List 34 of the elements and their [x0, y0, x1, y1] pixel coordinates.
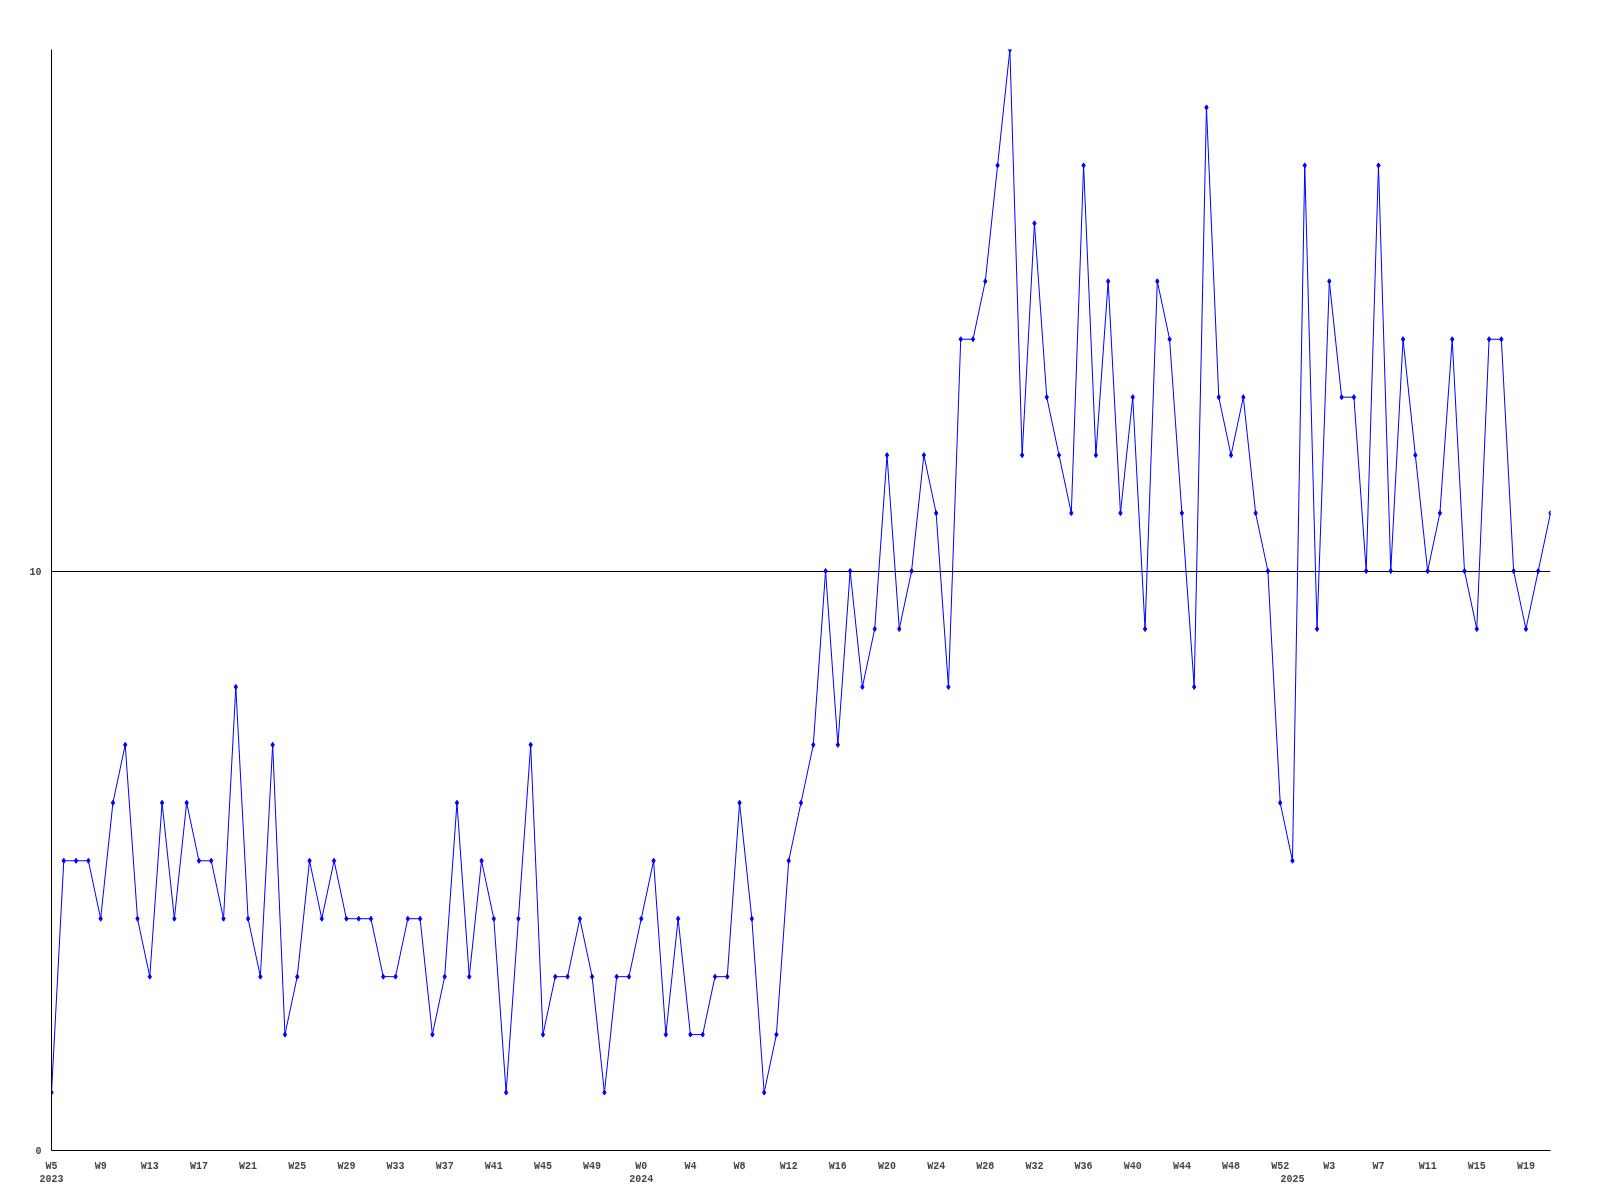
- x-tick-label: W37: [435, 1160, 454, 1172]
- y-tick-label: 10: [29, 566, 42, 578]
- x-tick-label: W5 2023: [39, 1160, 64, 1185]
- x-tick-label: W24: [927, 1160, 946, 1172]
- x-tick-label: W15: [1467, 1160, 1486, 1172]
- x-tick-label: W16: [828, 1160, 847, 1172]
- x-tick-label: W19: [1516, 1160, 1535, 1172]
- x-tick-label: W45: [533, 1160, 552, 1172]
- x-tick-label: W32: [1025, 1160, 1044, 1172]
- x-tick-label: W28: [976, 1160, 995, 1172]
- x-tick-label: W8: [733, 1160, 746, 1172]
- x-tick-label: W33: [386, 1160, 405, 1172]
- x-tick-label: W21: [239, 1160, 258, 1172]
- x-tick-label: W7: [1372, 1160, 1385, 1172]
- x-tick-label: W13: [140, 1160, 159, 1172]
- x-tick-label: W20: [878, 1160, 897, 1172]
- x-tick-label: W3: [1323, 1160, 1336, 1172]
- y-tick-label: 0: [35, 1146, 42, 1157]
- x-tick-label: W44: [1172, 1160, 1191, 1172]
- x-tick-label: W0 2024: [629, 1160, 654, 1185]
- x-tick-label: W4: [684, 1160, 697, 1172]
- x-tick-label: W17: [189, 1160, 208, 1172]
- x-tick-label: W29: [337, 1160, 356, 1172]
- x-tick-label: W40: [1123, 1160, 1142, 1172]
- x-tick-label: W11: [1418, 1160, 1437, 1172]
- x-tick-label: W36: [1074, 1160, 1093, 1172]
- x-tick-label: W49: [583, 1160, 602, 1172]
- x-tick-label: W41: [484, 1160, 503, 1172]
- x-tick-label: W52: [1271, 1160, 1290, 1172]
- x-tick-label: W12: [779, 1160, 798, 1172]
- x-tick-label: W25: [288, 1160, 307, 1172]
- x-tick-label: W9: [94, 1160, 107, 1172]
- x-tick-label: 2025: [1280, 1173, 1305, 1185]
- x-tick-label: W48: [1222, 1160, 1241, 1172]
